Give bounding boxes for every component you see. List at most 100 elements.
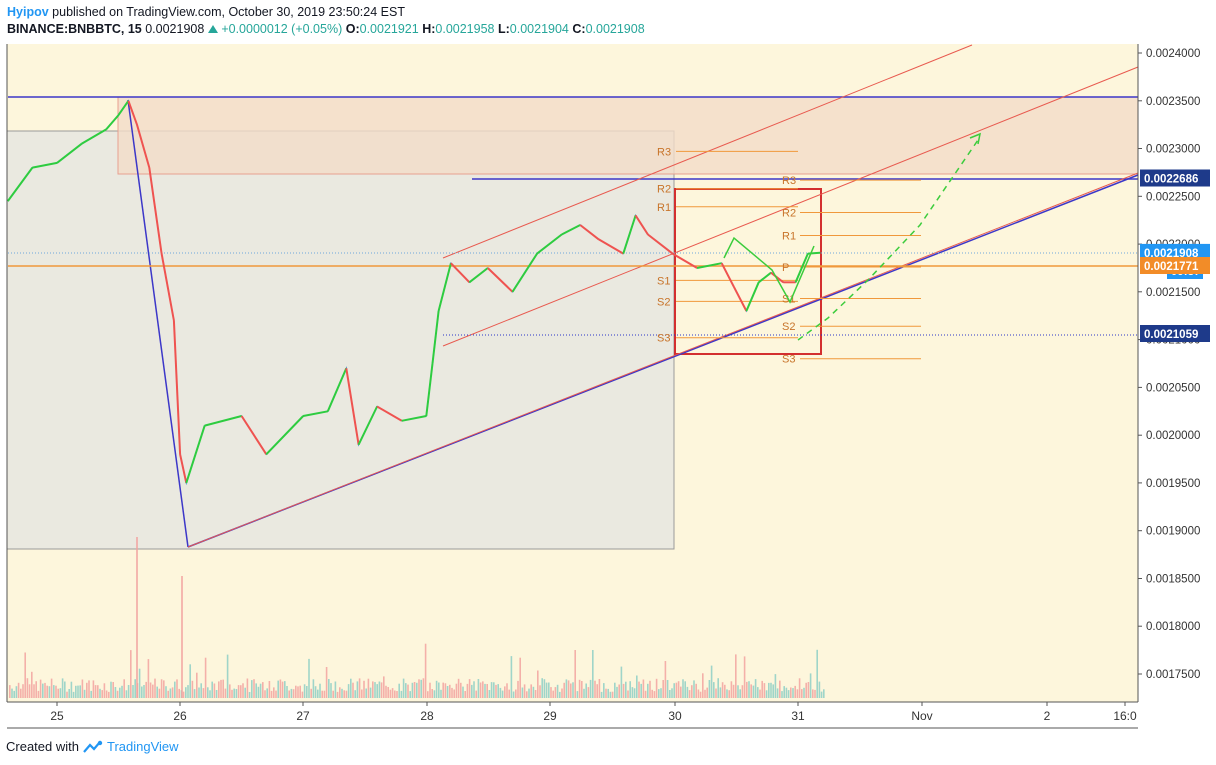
price-axis bbox=[1138, 44, 1216, 702]
volume-bar bbox=[143, 685, 145, 698]
pivot-label: S3 bbox=[782, 354, 795, 366]
volume-bar bbox=[530, 684, 532, 698]
tradingview-brand[interactable]: TradingView bbox=[106, 739, 179, 754]
volume-bar bbox=[273, 687, 275, 698]
moving-average-segment bbox=[437, 262, 452, 312]
volume-bar bbox=[594, 680, 596, 698]
volume-bar bbox=[772, 684, 774, 698]
volume-bar bbox=[462, 686, 464, 698]
volume-bar bbox=[427, 691, 429, 698]
volume-bar bbox=[132, 685, 134, 698]
volume-bar bbox=[504, 686, 506, 698]
volume-bar bbox=[574, 650, 576, 698]
volume-bar bbox=[149, 682, 152, 698]
volume-bar bbox=[783, 686, 785, 698]
moving-average-segment bbox=[148, 167, 163, 254]
pivot-label: R1 bbox=[782, 231, 796, 243]
moving-average-segment bbox=[745, 281, 760, 312]
volume-bar bbox=[431, 689, 433, 698]
volume-bar bbox=[563, 682, 565, 698]
volume-bar bbox=[160, 679, 163, 698]
volume-bar bbox=[345, 690, 348, 698]
volume-bar bbox=[405, 683, 407, 698]
projection-arrowhead bbox=[969, 132, 982, 145]
volume-bar bbox=[310, 688, 312, 698]
volume-bar bbox=[464, 691, 466, 698]
volume-bar bbox=[787, 690, 790, 698]
volume-bar bbox=[457, 678, 460, 698]
volume-bar bbox=[603, 683, 605, 698]
moving-average-segment bbox=[401, 415, 427, 422]
author-name[interactable]: Hyipov bbox=[7, 5, 49, 19]
volume-bar bbox=[640, 683, 642, 698]
volume-bar bbox=[620, 666, 623, 698]
volume-bar bbox=[64, 681, 66, 698]
volume-bar bbox=[420, 679, 422, 698]
volume-bar bbox=[600, 691, 603, 698]
volume-bar bbox=[508, 689, 510, 698]
volume-bar bbox=[339, 687, 341, 698]
volume-bar bbox=[57, 688, 59, 698]
volume-bar bbox=[123, 679, 125, 698]
moving-average-segment bbox=[561, 224, 581, 236]
volume-bar bbox=[658, 689, 660, 698]
volume-bar bbox=[633, 688, 636, 698]
volume-bar bbox=[688, 690, 691, 698]
volume-bar bbox=[455, 683, 458, 698]
volume-bar bbox=[297, 686, 299, 698]
price-label-bg bbox=[1140, 243, 1210, 261]
volume-bar bbox=[790, 687, 792, 698]
volume-bar bbox=[356, 681, 359, 698]
moving-average-segment bbox=[357, 406, 379, 446]
volume-bar bbox=[72, 691, 75, 698]
price-tick-label: 0.0018000 bbox=[1146, 621, 1200, 633]
moving-average-segment bbox=[105, 114, 120, 131]
symbol-label: BINANCE:BNBBTC, 15 bbox=[7, 22, 142, 36]
volume-bar bbox=[244, 687, 246, 698]
volume-bar bbox=[539, 685, 541, 698]
volume-bar bbox=[389, 689, 392, 698]
moving-average-segment bbox=[345, 368, 360, 445]
volume-bar bbox=[697, 689, 700, 698]
volume-bar bbox=[301, 691, 304, 698]
volume-bar bbox=[644, 690, 647, 698]
volume-bar bbox=[587, 687, 590, 698]
moving-average-segment bbox=[326, 367, 348, 412]
volume-bar bbox=[321, 690, 323, 698]
volume-bar bbox=[352, 682, 354, 698]
volume-bar bbox=[719, 687, 722, 698]
volume-bar bbox=[17, 682, 20, 698]
volume-bar bbox=[88, 680, 90, 698]
moving-average-segment bbox=[450, 262, 471, 283]
moving-average-segment bbox=[598, 238, 624, 255]
volume-bar bbox=[576, 691, 579, 698]
volume-bar bbox=[708, 680, 711, 698]
volume-bar bbox=[147, 659, 150, 698]
volume-bar bbox=[116, 690, 119, 698]
moving-average-segment bbox=[376, 405, 403, 422]
volume-bar bbox=[611, 691, 614, 698]
volume-bar bbox=[328, 679, 330, 698]
volume-bar bbox=[743, 656, 746, 698]
volume-bar bbox=[209, 690, 211, 698]
volume-bar bbox=[479, 682, 482, 698]
volume-bar bbox=[466, 683, 469, 698]
volume-bar bbox=[651, 689, 653, 698]
price-label-bg bbox=[1140, 257, 1210, 274]
volume-bar bbox=[306, 686, 308, 698]
volume-bar bbox=[823, 689, 825, 698]
volume-bar bbox=[255, 683, 257, 698]
time-tick-label: 31 bbox=[791, 709, 805, 723]
volume-bar bbox=[675, 682, 678, 698]
volume-bar bbox=[554, 687, 557, 698]
volume-bar bbox=[334, 681, 337, 698]
volume-bar bbox=[757, 687, 759, 698]
volume-bar bbox=[66, 691, 68, 698]
price-tick-label: 0.0020500 bbox=[1146, 382, 1200, 394]
volume-bar bbox=[125, 690, 128, 698]
volume-bar bbox=[174, 681, 176, 698]
time-tick-label: 26 bbox=[173, 709, 187, 723]
moving-average-segment bbox=[136, 124, 151, 168]
time-tick-label: 25 bbox=[50, 709, 64, 723]
